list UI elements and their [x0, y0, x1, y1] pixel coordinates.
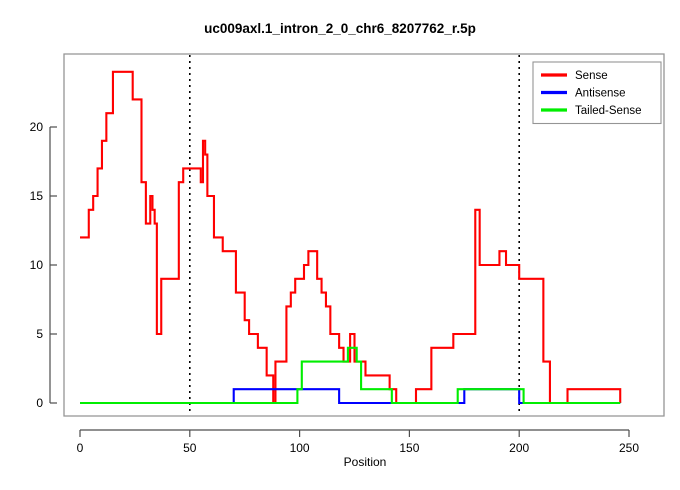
legend-label-tailed-sense: Tailed-Sense — [575, 105, 641, 117]
x-tick-label-0: 0 — [77, 441, 84, 455]
legend-label-sense: Sense — [575, 70, 608, 82]
y-tick-label-15: 15 — [30, 189, 44, 203]
x-axis: 0 50 100 150 200 250 — [77, 429, 639, 455]
y-tick-label-20: 20 — [30, 120, 44, 134]
plot-frame — [63, 53, 665, 417]
y-tick-label-0: 0 — [36, 396, 43, 410]
x-tick-label-200: 200 — [509, 441, 529, 455]
page-title: uc009axl.1_intron_2_0_chr6_8207762_r.5p — [204, 21, 476, 36]
legend-label-antisense: Antisense — [575, 88, 626, 100]
y-tick-label-5: 5 — [36, 327, 43, 341]
vertical-marker-lines — [189, 55, 520, 415]
series-line-sense — [80, 70, 622, 405]
x-axis-label: Position — [344, 455, 387, 469]
x-tick-label-150: 150 — [399, 441, 419, 455]
x-tick-label-100: 100 — [290, 441, 310, 455]
x-tick-label-50: 50 — [183, 441, 197, 455]
series-line-tailed-sense — [80, 346, 621, 405]
chart-legend: Sense Antisense Tailed-Sense — [532, 61, 662, 125]
series-group — [80, 70, 622, 405]
series-line-antisense — [80, 388, 621, 405]
y-tick-label-10: 10 — [30, 258, 44, 272]
y-axis: 0 5 10 15 20 — [30, 120, 57, 410]
x-tick-label-250: 250 — [619, 441, 639, 455]
